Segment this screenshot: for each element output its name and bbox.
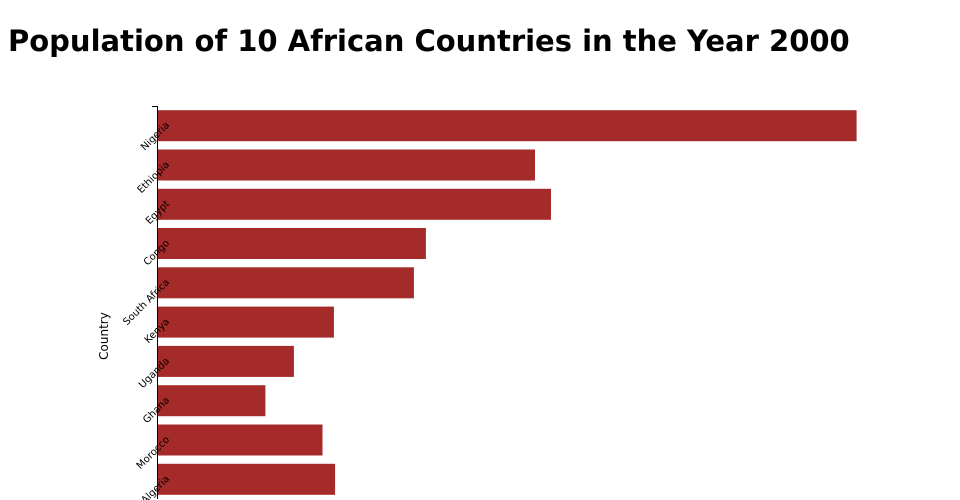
bar-algeria (158, 463, 336, 495)
bars-group (158, 110, 857, 495)
bar-egypt (158, 188, 551, 220)
bar-ethiopia (158, 149, 535, 181)
bar-congo (158, 228, 426, 259)
bar-uganda (158, 345, 294, 377)
bar-nigeria (158, 110, 857, 142)
bar-morocco (158, 424, 323, 456)
bar-ghana (158, 385, 266, 417)
bar-kenya (158, 306, 334, 338)
bar-south-africa (158, 267, 414, 299)
chart-title: Population of 10 African Countries in th… (8, 24, 850, 58)
y-axis-title: Country (97, 312, 111, 360)
